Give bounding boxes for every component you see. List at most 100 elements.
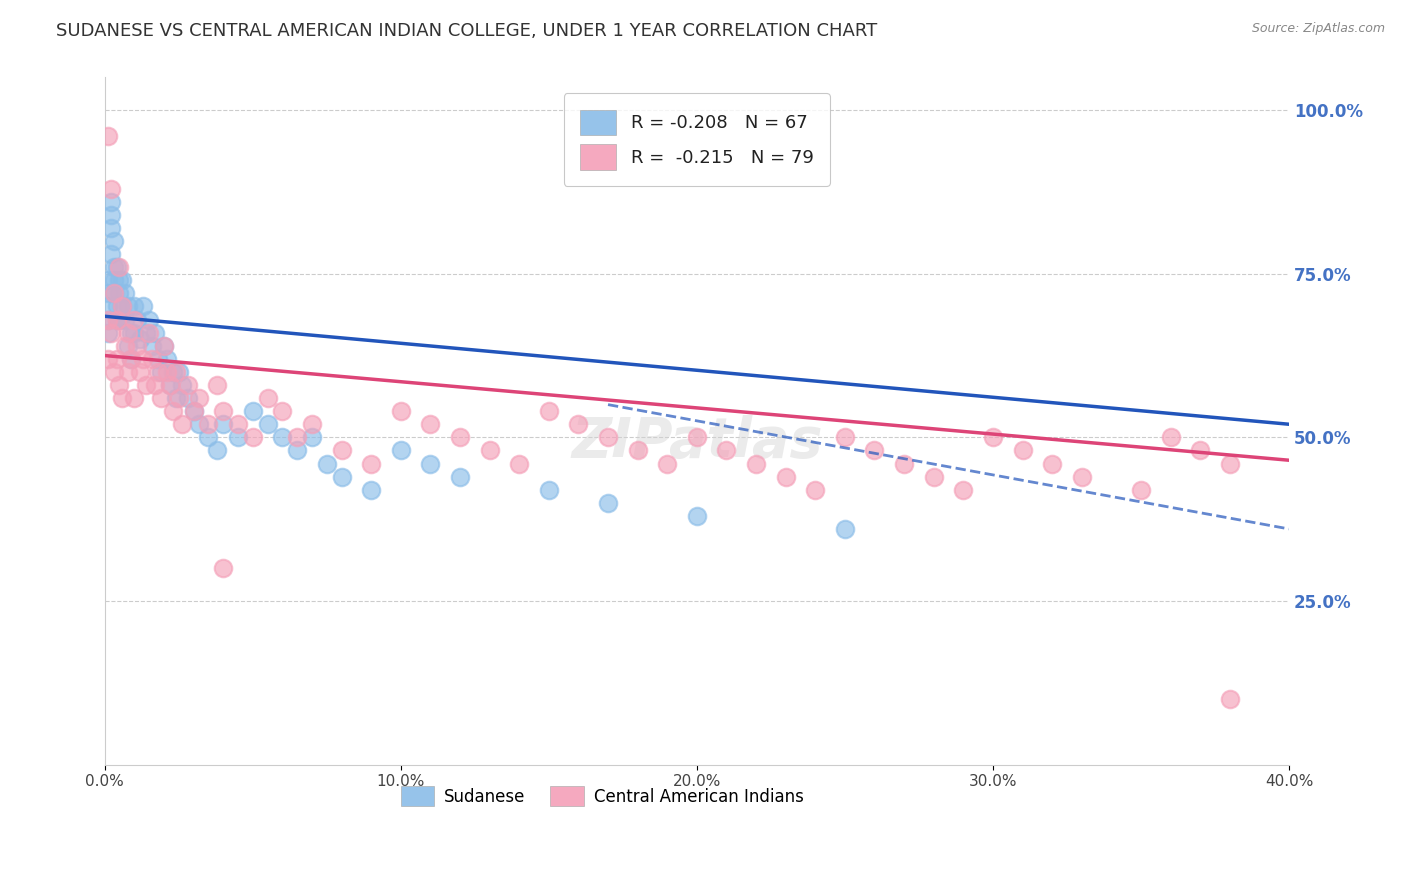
- Point: [105, 260, 128, 275]
- Point: [863, 443, 886, 458]
- Point: [537, 483, 560, 497]
- Point: [146, 365, 169, 379]
- Point: [197, 430, 219, 444]
- Point: [129, 365, 152, 379]
- Point: [100, 247, 122, 261]
- Point: [1040, 457, 1063, 471]
- Point: [165, 365, 187, 379]
- Point: [567, 417, 589, 432]
- Point: [138, 326, 160, 340]
- Point: [301, 417, 323, 432]
- Point: [330, 469, 353, 483]
- Point: [108, 286, 131, 301]
- Point: [135, 326, 157, 340]
- Point: [176, 391, 198, 405]
- Point: [103, 286, 125, 301]
- Point: [360, 457, 382, 471]
- Legend: Sudanese, Central American Indians: Sudanese, Central American Indians: [392, 778, 811, 814]
- Point: [449, 469, 471, 483]
- Point: [389, 443, 412, 458]
- Point: [271, 404, 294, 418]
- Point: [117, 339, 139, 353]
- Point: [108, 378, 131, 392]
- Point: [132, 300, 155, 314]
- Point: [97, 300, 120, 314]
- Point: [129, 332, 152, 346]
- Point: [149, 391, 172, 405]
- Point: [124, 312, 146, 326]
- Point: [108, 273, 131, 287]
- Point: [97, 326, 120, 340]
- Point: [188, 417, 211, 432]
- Point: [167, 365, 190, 379]
- Point: [114, 286, 136, 301]
- Point: [478, 443, 501, 458]
- Point: [97, 312, 120, 326]
- Point: [153, 339, 176, 353]
- Point: [834, 430, 856, 444]
- Point: [159, 378, 181, 392]
- Point: [135, 378, 157, 392]
- Point: [103, 365, 125, 379]
- Point: [1130, 483, 1153, 497]
- Point: [176, 378, 198, 392]
- Point: [117, 365, 139, 379]
- Point: [105, 312, 128, 326]
- Point: [108, 260, 131, 275]
- Point: [105, 300, 128, 314]
- Point: [330, 443, 353, 458]
- Point: [141, 351, 163, 366]
- Point: [156, 365, 179, 379]
- Point: [775, 469, 797, 483]
- Point: [165, 391, 187, 405]
- Point: [170, 378, 193, 392]
- Point: [212, 417, 235, 432]
- Point: [105, 351, 128, 366]
- Point: [127, 339, 149, 353]
- Point: [100, 326, 122, 340]
- Point: [153, 339, 176, 353]
- Point: [143, 378, 166, 392]
- Point: [162, 404, 184, 418]
- Point: [103, 273, 125, 287]
- Point: [537, 404, 560, 418]
- Point: [188, 391, 211, 405]
- Point: [952, 483, 974, 497]
- Point: [922, 469, 945, 483]
- Point: [627, 443, 650, 458]
- Point: [596, 496, 619, 510]
- Point: [111, 300, 134, 314]
- Point: [170, 417, 193, 432]
- Point: [205, 443, 228, 458]
- Point: [449, 430, 471, 444]
- Point: [105, 312, 128, 326]
- Point: [419, 417, 441, 432]
- Point: [117, 326, 139, 340]
- Point: [197, 417, 219, 432]
- Point: [108, 312, 131, 326]
- Point: [226, 430, 249, 444]
- Point: [97, 312, 120, 326]
- Point: [124, 391, 146, 405]
- Point: [686, 430, 709, 444]
- Point: [981, 430, 1004, 444]
- Point: [893, 457, 915, 471]
- Point: [159, 378, 181, 392]
- Point: [111, 300, 134, 314]
- Point: [271, 430, 294, 444]
- Point: [834, 522, 856, 536]
- Point: [205, 378, 228, 392]
- Point: [97, 286, 120, 301]
- Point: [114, 312, 136, 326]
- Point: [120, 351, 142, 366]
- Point: [256, 391, 278, 405]
- Point: [117, 300, 139, 314]
- Point: [419, 457, 441, 471]
- Point: [226, 417, 249, 432]
- Point: [100, 182, 122, 196]
- Point: [686, 508, 709, 523]
- Point: [100, 194, 122, 209]
- Point: [1011, 443, 1033, 458]
- Point: [124, 326, 146, 340]
- Point: [156, 351, 179, 366]
